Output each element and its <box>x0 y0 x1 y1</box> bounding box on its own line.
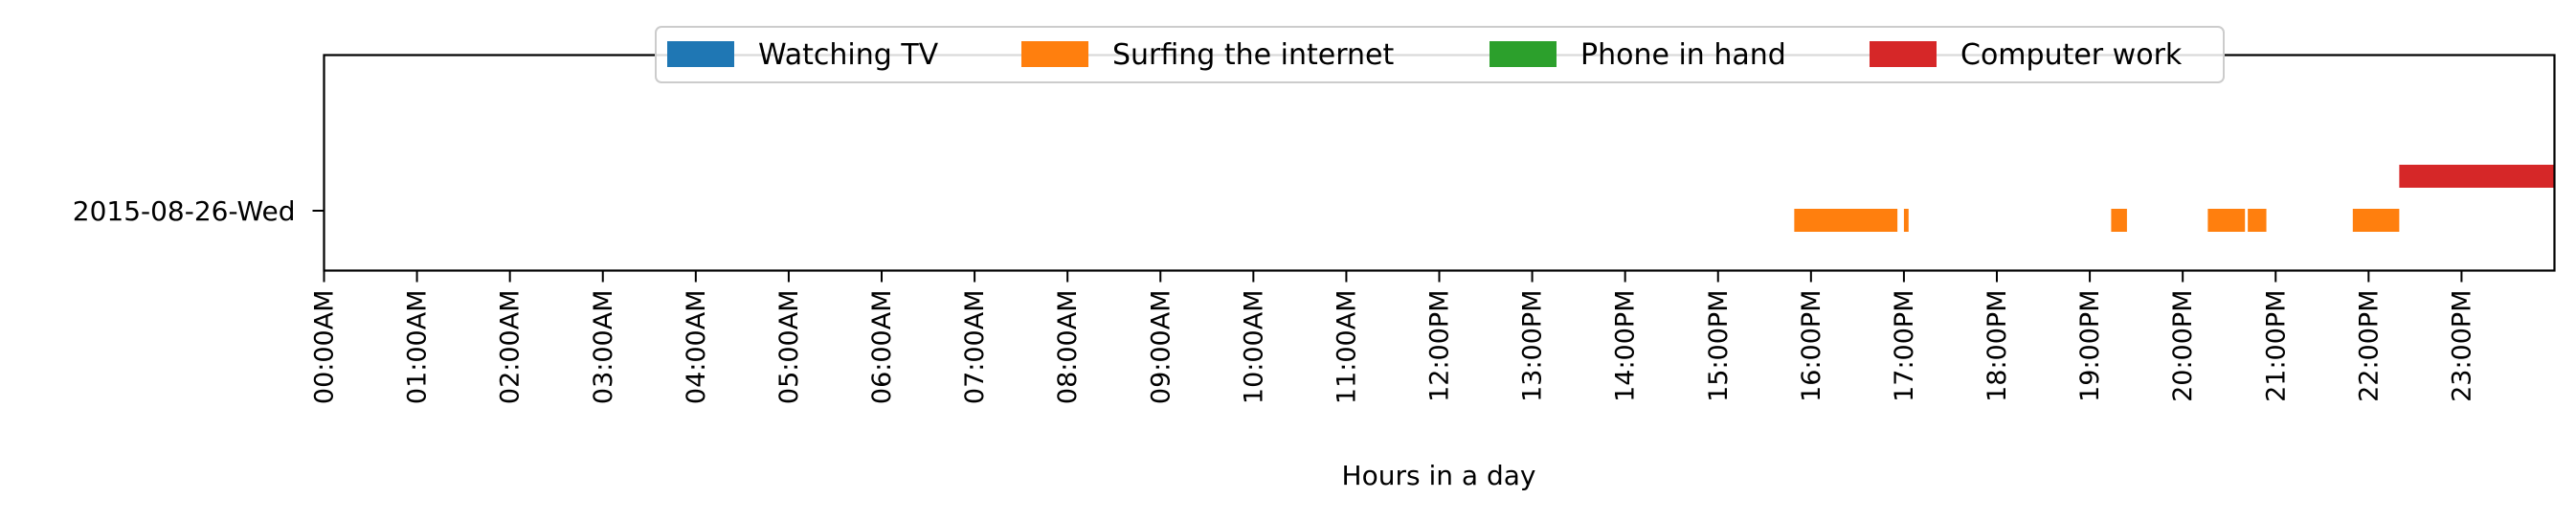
bar-surfing-the-internet-2 <box>2111 209 2127 232</box>
legend-swatch-2 <box>1490 41 1557 67</box>
x-tick-label-7: 07:00AM <box>960 290 990 405</box>
x-tick-label-0: 00:00AM <box>310 290 340 405</box>
x-axis-label: Hours in a day <box>1342 460 1536 491</box>
x-tick-label-4: 04:00AM <box>682 290 711 405</box>
bar-surfing-the-internet-5 <box>2352 209 2400 232</box>
legend-label-3: Computer work <box>1960 38 2183 72</box>
x-tick-label-13: 13:00PM <box>1518 290 1548 402</box>
x-tick-label-1: 01:00AM <box>403 290 433 405</box>
x-tick-label-15: 15:00PM <box>1704 290 1734 402</box>
bar-surfing-the-internet-1 <box>1903 209 1909 232</box>
x-tick-label-12: 12:00PM <box>1425 290 1455 402</box>
x-tick-label-3: 03:00AM <box>589 290 618 405</box>
bar-computer-work-0 <box>2399 165 2555 188</box>
legend-label-2: Phone in hand <box>1580 38 1786 72</box>
legend-label-0: Watching TV <box>758 38 939 72</box>
legend-frame <box>655 26 2225 83</box>
bar-surfing-the-internet-3 <box>2207 209 2246 232</box>
x-tick-label-23: 23:00PM <box>2447 290 2476 402</box>
bar-surfing-the-internet-4 <box>2248 209 2267 232</box>
legend-swatch-1 <box>1021 41 1088 67</box>
x-tick-label-2: 02:00AM <box>496 290 526 405</box>
x-tick-label-10: 10:00AM <box>1239 290 1268 405</box>
x-tick-label-22: 22:00PM <box>2354 290 2384 402</box>
x-axis-ticks: 00:00AM 01:00AM 02:00AM 03:00AM 04:00AM 05:00… <box>310 270 2476 405</box>
plot-frame <box>323 54 2556 272</box>
x-tick-label-9: 09:00AM <box>1146 290 1176 405</box>
x-tick-label-14: 14:00PM <box>1611 290 1641 402</box>
x-tick-label-20: 20:00PM <box>2168 290 2198 402</box>
y-tick-label-0: 2015-08-26-Wed <box>73 195 296 227</box>
legend-label-1: Surfing the internet <box>1112 38 1394 72</box>
x-tick-label-18: 18:00PM <box>1982 290 2012 402</box>
y-axis-ticks: 2015-08-26-Wed <box>73 195 325 227</box>
x-tick-label-19: 19:00PM <box>2075 290 2105 402</box>
x-tick-label-8: 08:00AM <box>1053 290 1083 405</box>
legend: Watching TV Surfing the internet Phone in … <box>655 26 2225 83</box>
x-tick-label-5: 05:00AM <box>774 290 804 405</box>
x-tick-label-11: 11:00AM <box>1332 290 1361 405</box>
legend-swatch-0 <box>667 41 734 67</box>
legend-swatch-3 <box>1870 41 1937 67</box>
x-tick-label-16: 16:00PM <box>1797 290 1826 402</box>
bar-surfing-the-internet-0 <box>1794 209 1898 232</box>
x-tick-label-21: 21:00PM <box>2261 290 2291 402</box>
x-tick-label-17: 17:00PM <box>1890 290 1919 402</box>
activity-bars <box>1794 165 2555 232</box>
x-tick-label-6: 06:00AM <box>867 290 897 405</box>
